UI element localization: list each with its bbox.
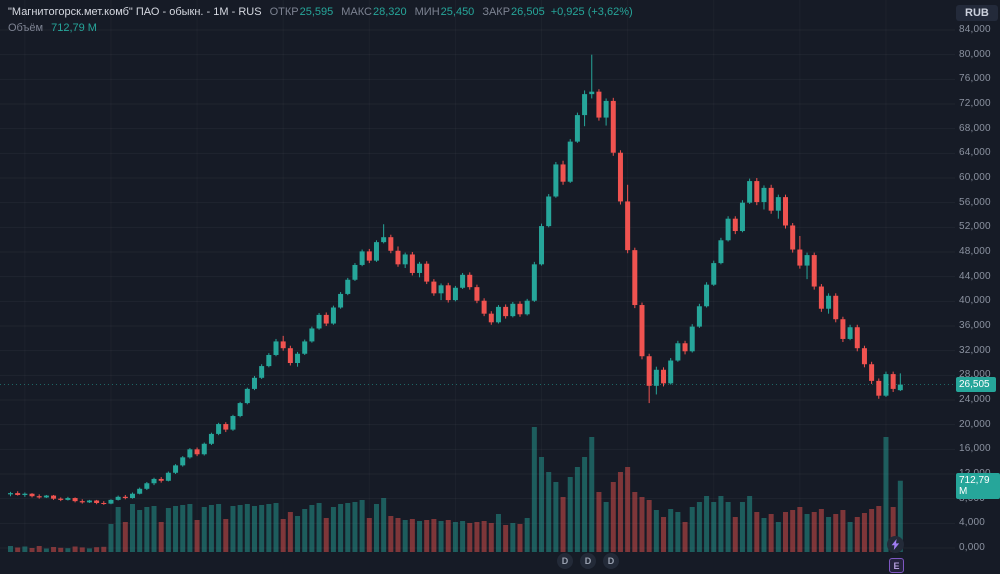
candlestick-chart[interactable]	[0, 0, 955, 574]
low-value: 25,450	[440, 6, 475, 18]
last-price-label: 26,505	[956, 376, 996, 392]
price-tick-label: 52,000	[959, 221, 991, 233]
price-tick-label: 40,000	[959, 295, 991, 307]
price-tick-label: 48,000	[959, 246, 991, 257]
low-label: МИН	[414, 6, 440, 18]
price-tick-label: 32,000	[959, 344, 991, 356]
e-badge[interactable]: E	[889, 558, 904, 573]
change-value: +0,925 (+3,62%)	[550, 6, 633, 18]
price-tick-label: 68,000	[959, 122, 991, 134]
d-badge[interactable]: D	[580, 553, 596, 569]
price-tick-label: 56,000	[959, 196, 991, 208]
price-tick-label: 28,000	[959, 369, 991, 381]
close-value: 26,505	[511, 6, 545, 18]
price-tick-label: 36,000	[959, 320, 991, 331]
d-badge[interactable]: D	[557, 553, 573, 569]
price-tick-label: 24,000	[959, 394, 991, 405]
volume-legend[interactable]: Объём 712,79 М	[8, 21, 97, 35]
high-label: МАКС	[341, 6, 372, 18]
volume-value: 712,79 М	[51, 22, 97, 34]
symbol-title: "Магнитогорск.мет.комб" ПАО - обыкн. - 1…	[8, 6, 262, 18]
price-tick-label: 72,000	[959, 98, 991, 109]
price-tick-label: 44,000	[959, 270, 991, 282]
close-label: ЗАКР	[482, 6, 511, 18]
open-label: ОТКР	[269, 6, 299, 18]
price-tick-label: 4,000	[959, 517, 986, 529]
high-value: 28,320	[372, 6, 407, 18]
price-tick-label: 16,000	[959, 443, 991, 455]
price-tick-label: 60,000	[959, 172, 991, 183]
price-tick-label: 20,000	[959, 418, 991, 430]
data-provider-badges: D D D	[557, 553, 619, 569]
boost-button[interactable]	[887, 536, 904, 553]
currency-button[interactable]: RUB	[956, 5, 998, 21]
last-volume-label: 712,79 М	[956, 472, 1000, 499]
price-tick-label: 80,000	[959, 48, 991, 60]
price-tick-label: 64,000	[959, 147, 991, 159]
price-tick-label: 76,000	[959, 73, 991, 85]
lightning-icon	[891, 539, 900, 550]
chart-legend[interactable]: "Магнитогорск.мет.комб" ПАО - обыкн. - 1…	[8, 5, 633, 19]
volume-label: Объём	[8, 22, 44, 34]
price-tick-label: 0,000	[959, 542, 986, 553]
price-tick-label: 84,000	[959, 24, 991, 35]
open-value: 25,595	[299, 6, 334, 18]
d-badge[interactable]: D	[603, 553, 619, 569]
